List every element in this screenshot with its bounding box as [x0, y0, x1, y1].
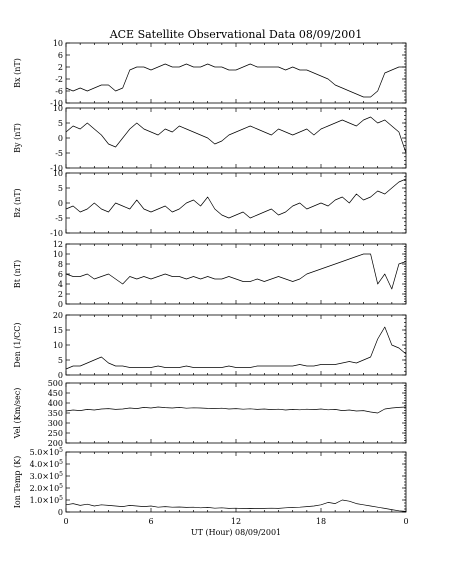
- x-tick-label: 6: [148, 517, 153, 526]
- x-tick-label: 18: [316, 517, 326, 526]
- series-line: [65, 326, 407, 370]
- panel-3: -10 -5 0 5 10 Bz (nT): [13, 169, 407, 238]
- y-tick-label: 10: [53, 250, 63, 259]
- y-tick-label: 250: [48, 429, 63, 438]
- y-axis-label: Vel (Km/sec): [13, 388, 22, 440]
- panel-1: -10 -6 -2 2 6 10 Bx (nT): [13, 39, 407, 108]
- chart-title: ACE Satellite Observational Data 08/09/2…: [109, 28, 363, 41]
- panel-frame: [65, 172, 407, 234]
- y-tick-label: 4: [58, 280, 63, 289]
- panel-2: -10 -5 0 5 10 By (nT): [13, 104, 407, 173]
- y-axis-label: Den (1/CC): [13, 322, 22, 367]
- panel-frame: [65, 243, 407, 305]
- y-tick-label: 0: [58, 508, 63, 517]
- y-tick-label: 10: [53, 39, 63, 48]
- y-tick-label: 6: [58, 270, 63, 279]
- y-tick-label: 450: [48, 389, 63, 398]
- y-tick-label: 0: [58, 371, 63, 380]
- y-axis-label: Bt (nT): [13, 260, 22, 288]
- y-tick-label: 10: [53, 169, 63, 178]
- y-tick-label: 20: [53, 311, 63, 320]
- series-line: [65, 116, 407, 154]
- y-tick-label: 1.0×105: [30, 495, 64, 505]
- series-line: [65, 406, 407, 414]
- y-tick-label: 3.0×105: [30, 471, 64, 481]
- y-tick-label: 400: [48, 399, 63, 408]
- y-tick-label: -10: [50, 229, 63, 238]
- series-line: [65, 178, 407, 219]
- y-tick-label: 5: [58, 356, 63, 365]
- y-tick-label: 0: [58, 300, 63, 309]
- y-tick-label: 350: [48, 409, 63, 418]
- y-tick-label: 500: [48, 379, 63, 388]
- y-tick-label: 2: [58, 290, 63, 299]
- y-tick-label: 6: [58, 51, 63, 60]
- y-tick-label: 300: [48, 419, 63, 428]
- panel-frame: [65, 42, 407, 104]
- y-tick-label: -5: [55, 149, 63, 158]
- panel-7: 0 1.0×105 2.0×105 3.0×105 4.0×105 5.0×105 Ion …: [13, 447, 407, 517]
- y-tick-label: 10: [53, 104, 63, 113]
- y-tick-label: -10: [50, 99, 63, 108]
- y-tick-label: -10: [50, 164, 63, 173]
- y-tick-label: -5: [55, 214, 63, 223]
- x-axis: 0 6 12 18 0: [63, 517, 408, 526]
- y-axis-label: Bx (nT): [13, 58, 22, 88]
- y-tick-label: 15: [53, 326, 63, 335]
- y-axis-label: Bz (nT): [13, 188, 22, 217]
- y-tick-label: 0: [58, 199, 63, 208]
- y-tick-label: 5.0×105: [30, 447, 64, 457]
- y-axis-label: Ion Temp (K): [13, 456, 22, 509]
- y-tick-label: 0: [58, 134, 63, 143]
- y-tick-label: 12: [53, 240, 63, 249]
- y-tick-label: -2: [55, 75, 63, 84]
- x-tick-label: 0: [403, 517, 408, 526]
- series-line: [65, 499, 407, 512]
- y-axis-label: By (nT): [13, 123, 22, 153]
- panel-frame: [65, 107, 407, 169]
- panel-frame: [65, 382, 407, 444]
- y-tick-label: 10: [53, 341, 63, 350]
- y-tick-label: 2: [58, 63, 63, 72]
- series-line: [65, 253, 407, 290]
- y-tick-label: 8: [58, 260, 63, 269]
- x-tick-label: 0: [63, 517, 68, 526]
- y-tick-label: 200: [48, 439, 63, 448]
- x-axis-label: UT (Hour) 08/09/2001: [191, 528, 281, 537]
- y-tick-label: 4.0×105: [30, 459, 64, 469]
- panels: -10 -6 -2 2 6 10 Bx (nT) -10 -5 0 5 10 By (nT) -10 -5 0…: [13, 39, 407, 517]
- x-tick-label: 12: [231, 517, 241, 526]
- panel-5: 0 5 10 15 20 Den (1/CC): [13, 311, 407, 380]
- series-line: [65, 63, 406, 98]
- y-tick-label: -6: [55, 87, 63, 96]
- y-tick-label: 2.0×105: [30, 483, 64, 493]
- y-tick-label: 5: [58, 184, 63, 193]
- y-tick-label: 5: [58, 119, 63, 128]
